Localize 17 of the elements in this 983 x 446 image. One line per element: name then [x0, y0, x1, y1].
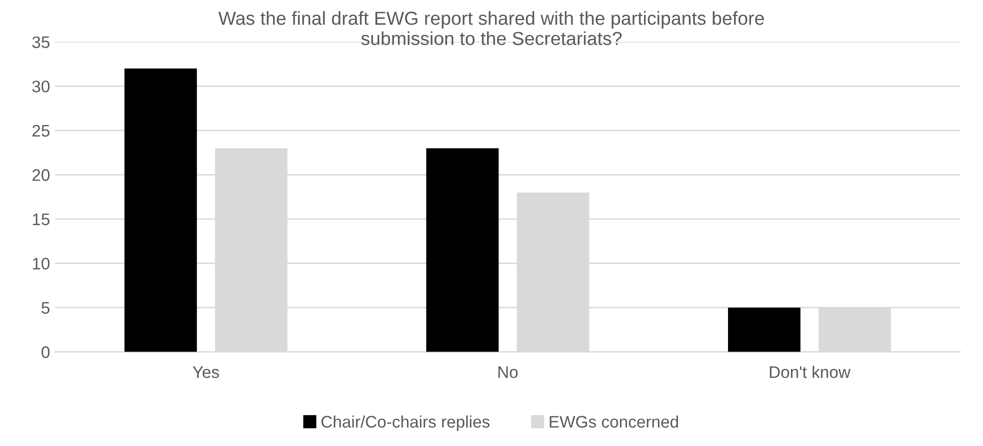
legend-label: EWGs concerned	[550, 415, 678, 428]
y-tick-label: 20	[32, 169, 50, 181]
y-tick-label: 30	[32, 80, 50, 92]
x-tick-label: Yes	[192, 366, 219, 378]
bar	[426, 148, 499, 352]
y-tick-label: 35	[32, 36, 50, 48]
x-tick-label: No	[498, 366, 518, 378]
bar	[728, 308, 800, 352]
y-tick-label: 25	[32, 124, 50, 137]
legend-label: Chair/Co-chairs replies	[321, 415, 490, 431]
x-tick-label: Don't know	[770, 366, 851, 378]
y-tick-label: 5	[42, 302, 50, 314]
y-tick-label: 0	[42, 346, 50, 358]
bar	[124, 68, 197, 352]
y-tick-label: 10	[32, 258, 50, 270]
chart-title: Was the final draft EWG report shared with the participants before submission to the Secretariats?	[218, 11, 764, 46]
y-tick-label: 15	[32, 214, 50, 226]
